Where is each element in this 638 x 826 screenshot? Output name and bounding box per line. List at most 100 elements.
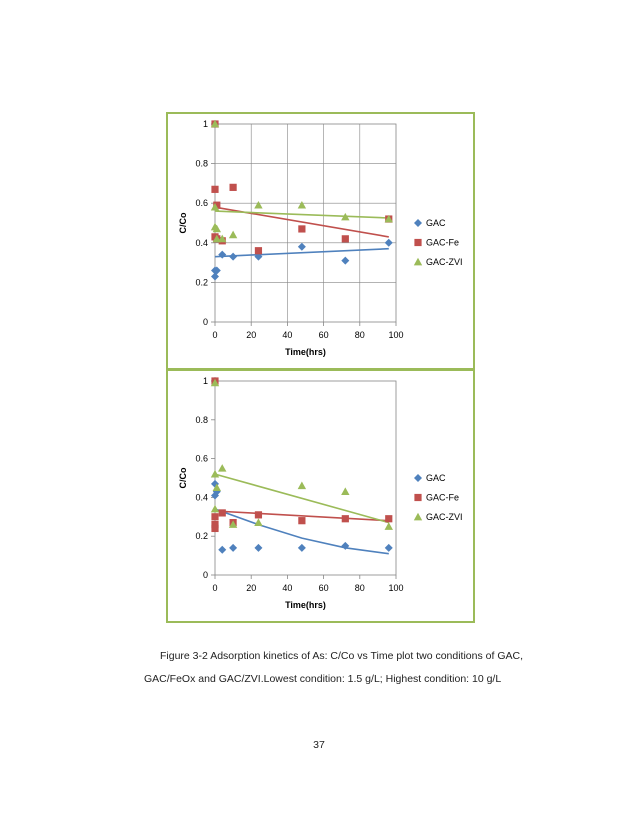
chart-panel-bottom: 0 0.2 0.4 0.6 0.8 1 0 20 40 60 80 100 Time(hrs) C/Co G… [166, 369, 475, 623]
y-tick-label: 0.8 [195, 415, 208, 425]
trendline-gac [214, 508, 389, 555]
data-point-gac-zvi [212, 234, 222, 243]
data-point-gac [341, 541, 350, 550]
y-tick-label: 0 [203, 317, 208, 327]
y-axis-title: C/Co [178, 212, 188, 233]
trendline-gac-fe [214, 510, 389, 522]
data-point-gac [341, 256, 350, 265]
figure-caption-line-1: Figure 3-2 Adsorption kinetics of As: C/… [160, 650, 523, 662]
legend-marker-gac-fe [414, 238, 422, 247]
x-tick-label: 40 [282, 330, 292, 340]
y-tick-label: 0.6 [195, 454, 208, 464]
legend-marker-gac-zvi [413, 257, 423, 266]
data-point-gac-zvi [384, 214, 393, 223]
data-point-gac-zvi [297, 481, 307, 490]
y-tick-label: 0.4 [195, 238, 208, 248]
chart-bottom: 0 0.2 0.4 0.6 0.8 1 0 20 40 60 80 100 Time(hrs) C/Co G… [178, 376, 463, 610]
data-point-gac-fe [213, 201, 221, 209]
data-point-gac [229, 252, 238, 261]
y-tick-label: 0.6 [195, 198, 208, 208]
data-point-gac [211, 479, 219, 488]
y-axis-title: C/Co [178, 467, 188, 488]
data-point-gac-zvi [210, 504, 220, 513]
data-point-gac-fe [298, 225, 306, 233]
legend-label-gac-fe: GAC-Fe [426, 238, 459, 248]
data-point-gac-zvi [210, 378, 220, 387]
trendline-gac-zvi [214, 473, 390, 524]
data-point-gac-fe [211, 185, 219, 193]
legend-label-gac: GAC [426, 473, 446, 483]
y-tick-label: 0.2 [195, 277, 208, 287]
data-point-gac [229, 543, 238, 552]
data-point-gac-fe [229, 183, 237, 191]
chart-top: 0 0.2 0.4 0.6 0.8 1 0 20 40 60 80 100 Time(hrs) C/Co G… [178, 119, 463, 357]
legend-label-gac: GAC [426, 218, 446, 228]
x-axis-title: Time(hrs) [285, 347, 326, 357]
trendline-gac [214, 247, 389, 258]
data-point-gac-zvi [210, 469, 220, 478]
legend-marker-gac-zvi [413, 512, 423, 521]
x-tick-label: 0 [212, 330, 217, 340]
data-point-gac-fe [341, 235, 349, 243]
legend-label-gac-fe: GAC-Fe [426, 493, 459, 503]
data-point-gac-fe [254, 247, 263, 255]
data-point-gac-fe [211, 524, 219, 533]
data-point-gac [384, 238, 393, 247]
data-point-gac [297, 242, 306, 251]
x-tick-label: 0 [212, 583, 217, 593]
data-point-gac-fe [298, 517, 306, 525]
data-point-gac [254, 543, 263, 552]
x-tick-label: 60 [319, 583, 329, 593]
y-tick-label: 1 [203, 119, 208, 129]
trendline-gac-zvi [214, 210, 389, 219]
data-point-gac-zvi [212, 224, 222, 233]
data-point-gac-zvi [228, 520, 238, 528]
data-point-gac-zvi [210, 202, 220, 211]
page-number: 37 [313, 739, 325, 751]
data-point-gac-zvi [228, 230, 238, 239]
x-tick-label: 20 [246, 330, 256, 340]
x-tick-label: 80 [355, 583, 365, 593]
figure-caption-line-2: GAC/FeOx and GAC/ZVI.Lowest condition: 1… [144, 673, 502, 685]
data-point-gac-fe [218, 509, 226, 517]
y-tick-label: 0.8 [195, 159, 208, 169]
x-tick-label: 40 [282, 583, 292, 593]
data-point-gac-zvi [297, 200, 307, 209]
data-point-gac-fe [385, 515, 393, 523]
data-point-gac [384, 543, 393, 552]
x-axis-title: Time(hrs) [285, 600, 326, 610]
plot-area [214, 380, 397, 576]
data-point-gac [212, 266, 221, 275]
data-point-gac-zvi [341, 487, 350, 495]
data-point-gac-fe [341, 515, 349, 523]
x-tick-label: 20 [246, 583, 256, 593]
legend-label-gac-zvi: GAC-ZVI [426, 257, 463, 267]
data-point-gac [218, 250, 227, 259]
data-point-gac-zvi [384, 522, 393, 530]
data-point-gac-zvi [341, 212, 350, 221]
data-point-gac-fe [211, 513, 219, 521]
x-tick-label: 100 [388, 330, 403, 340]
x-tick-label: 60 [319, 330, 329, 340]
data-point-gac [211, 272, 219, 281]
data-point-gac-fe [254, 511, 263, 519]
data-point-gac-zvi [254, 200, 263, 209]
data-point-gac-zvi [218, 464, 227, 472]
x-tick-label: 80 [355, 330, 365, 340]
data-point-gac-zvi [254, 518, 263, 526]
x-tick-label: 100 [388, 583, 403, 593]
legend-label-gac-zvi: GAC-ZVI [426, 512, 463, 522]
legend-marker-gac [414, 474, 422, 482]
data-point-gac [297, 543, 306, 552]
y-tick-label: 0.4 [195, 492, 208, 502]
legend-marker-gac-fe [414, 493, 422, 502]
legend-marker-gac [414, 219, 422, 227]
chart-panel-top: 0 0.2 0.4 0.6 0.8 1 0 20 40 60 80 100 Time(hrs) C/Co G… [166, 112, 475, 370]
y-tick-label: 0 [203, 570, 208, 580]
data-point-gac-zvi [212, 483, 222, 492]
data-point-gac-zvi [210, 119, 220, 128]
y-tick-label: 1 [203, 376, 208, 386]
data-point-gac-fe [211, 520, 219, 529]
data-point-gac [218, 545, 227, 554]
data-point-gac-zvi [218, 234, 227, 243]
